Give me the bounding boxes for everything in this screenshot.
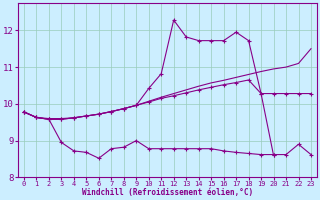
X-axis label: Windchill (Refroidissement éolien,°C): Windchill (Refroidissement éolien,°C): [82, 188, 253, 197]
